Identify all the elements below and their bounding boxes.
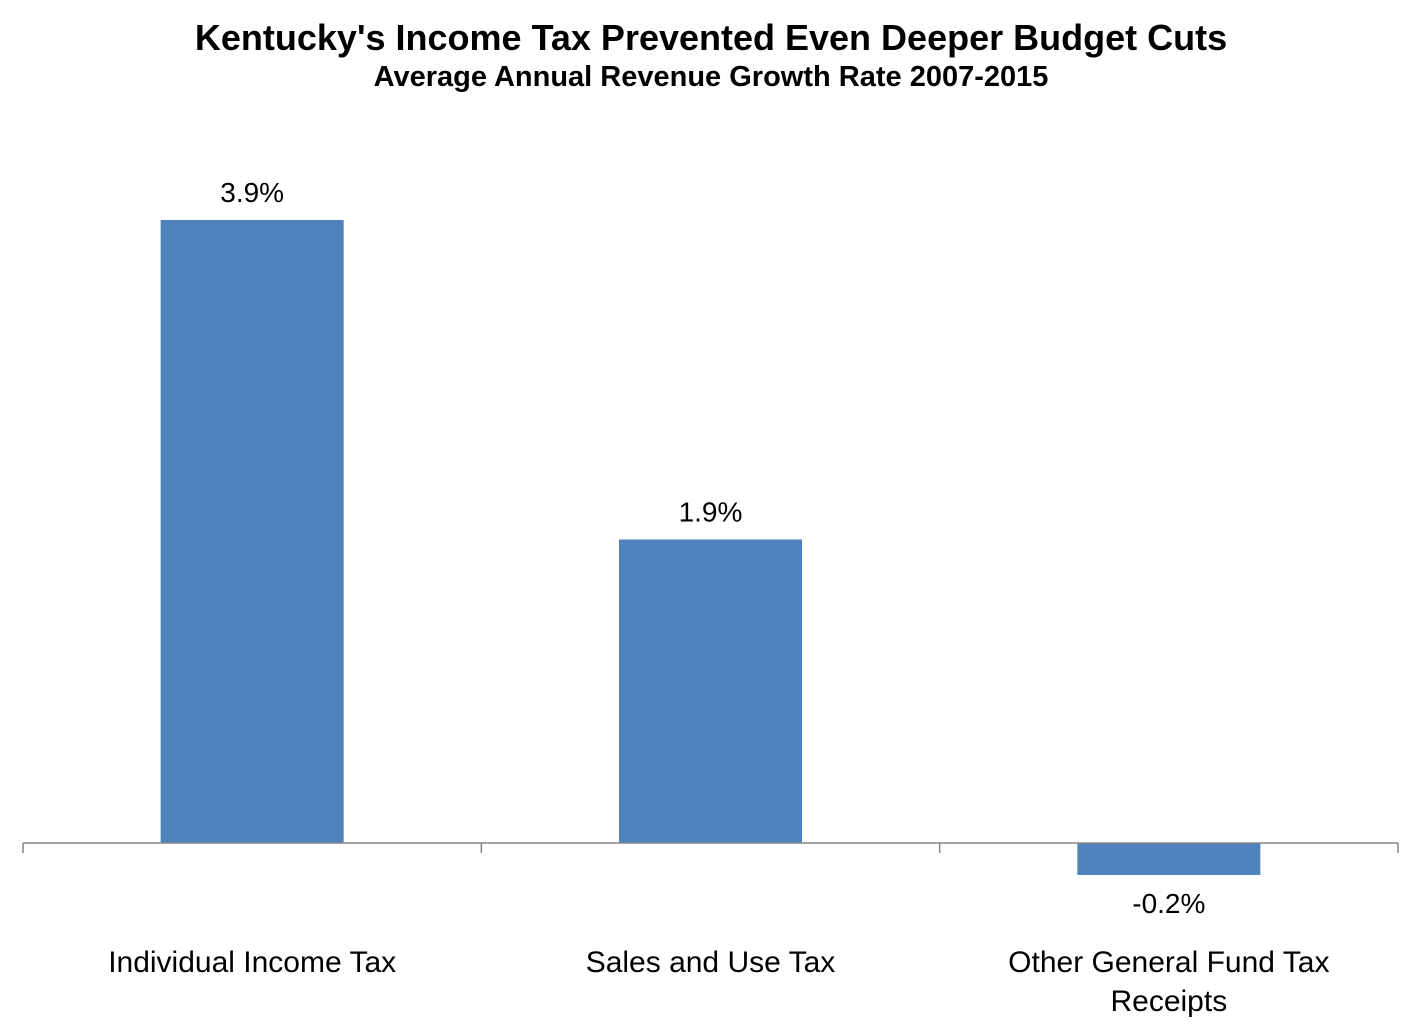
data-label-1: 3.9%: [220, 177, 284, 208]
category-label-3-line-1: Other General Fund Tax: [1008, 946, 1329, 979]
data-label-3: -0.2%: [1132, 888, 1205, 919]
chart-title: Kentucky's Income Tax Prevented Even Dee…: [194, 17, 1228, 58]
bars-group: [160, 220, 1261, 875]
bar-1: [160, 220, 344, 843]
category-label-3-line-2: Receipts: [1110, 985, 1227, 1018]
labels-group: 3.9% Individual Income Tax 1.9% Sales and U…: [108, 177, 1329, 1018]
bar-2: [619, 539, 802, 843]
chart-subtitle: Average Annual Revenue Growth Rate 2007-…: [373, 61, 1049, 93]
bar-3: [1077, 843, 1261, 875]
category-label-2: Sales and Use Tax: [586, 946, 836, 979]
x-axis: [22, 842, 1399, 853]
category-label-1: Individual Income Tax: [108, 946, 396, 979]
data-label-2: 1.9%: [679, 496, 743, 527]
